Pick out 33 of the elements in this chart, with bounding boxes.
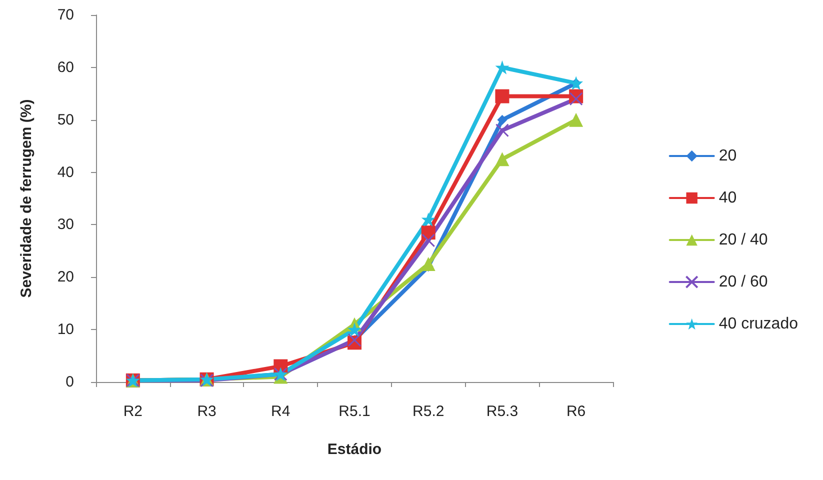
y-tick-label: 60 <box>57 58 74 76</box>
point <box>495 152 510 166</box>
x-tick-label: R5.3 <box>486 403 518 420</box>
x-tick-label: R5.2 <box>412 403 444 420</box>
point <box>495 89 510 104</box>
y-tick-label: 40 <box>57 164 74 181</box>
x-tick-label: R2 <box>123 403 143 420</box>
x-axis-title: Estádio <box>327 441 382 458</box>
point <box>497 114 508 125</box>
x-tick-label: R6 <box>566 403 586 420</box>
legend-label: 20 <box>718 148 737 164</box>
y-tick-label: 50 <box>57 111 74 128</box>
legend-label: 20 / 60 <box>718 274 768 290</box>
y-tick-label: 0 <box>66 374 74 390</box>
y-tick-label: 20 <box>57 268 74 286</box>
point <box>422 234 436 248</box>
x-tick-label: R3 <box>197 403 216 420</box>
legend-label: 20 / 40 <box>718 232 768 248</box>
legend-label: 40 cruzado <box>718 316 798 332</box>
point <box>495 60 510 74</box>
point <box>495 124 509 138</box>
point <box>348 322 362 337</box>
point <box>421 257 436 272</box>
y-tick-label: 10 <box>57 321 74 338</box>
y-tick-label: 30 <box>57 216 74 234</box>
legend-label: 40 <box>718 190 737 206</box>
point <box>569 92 583 106</box>
point <box>421 212 436 226</box>
x-tick-label: R4 <box>271 403 290 420</box>
point <box>569 112 584 127</box>
y-axis-title: Severidade de ferrugem (%) <box>18 99 35 298</box>
x-tick-label: R5.1 <box>338 403 370 420</box>
y-tick-label: 70 <box>57 6 74 24</box>
